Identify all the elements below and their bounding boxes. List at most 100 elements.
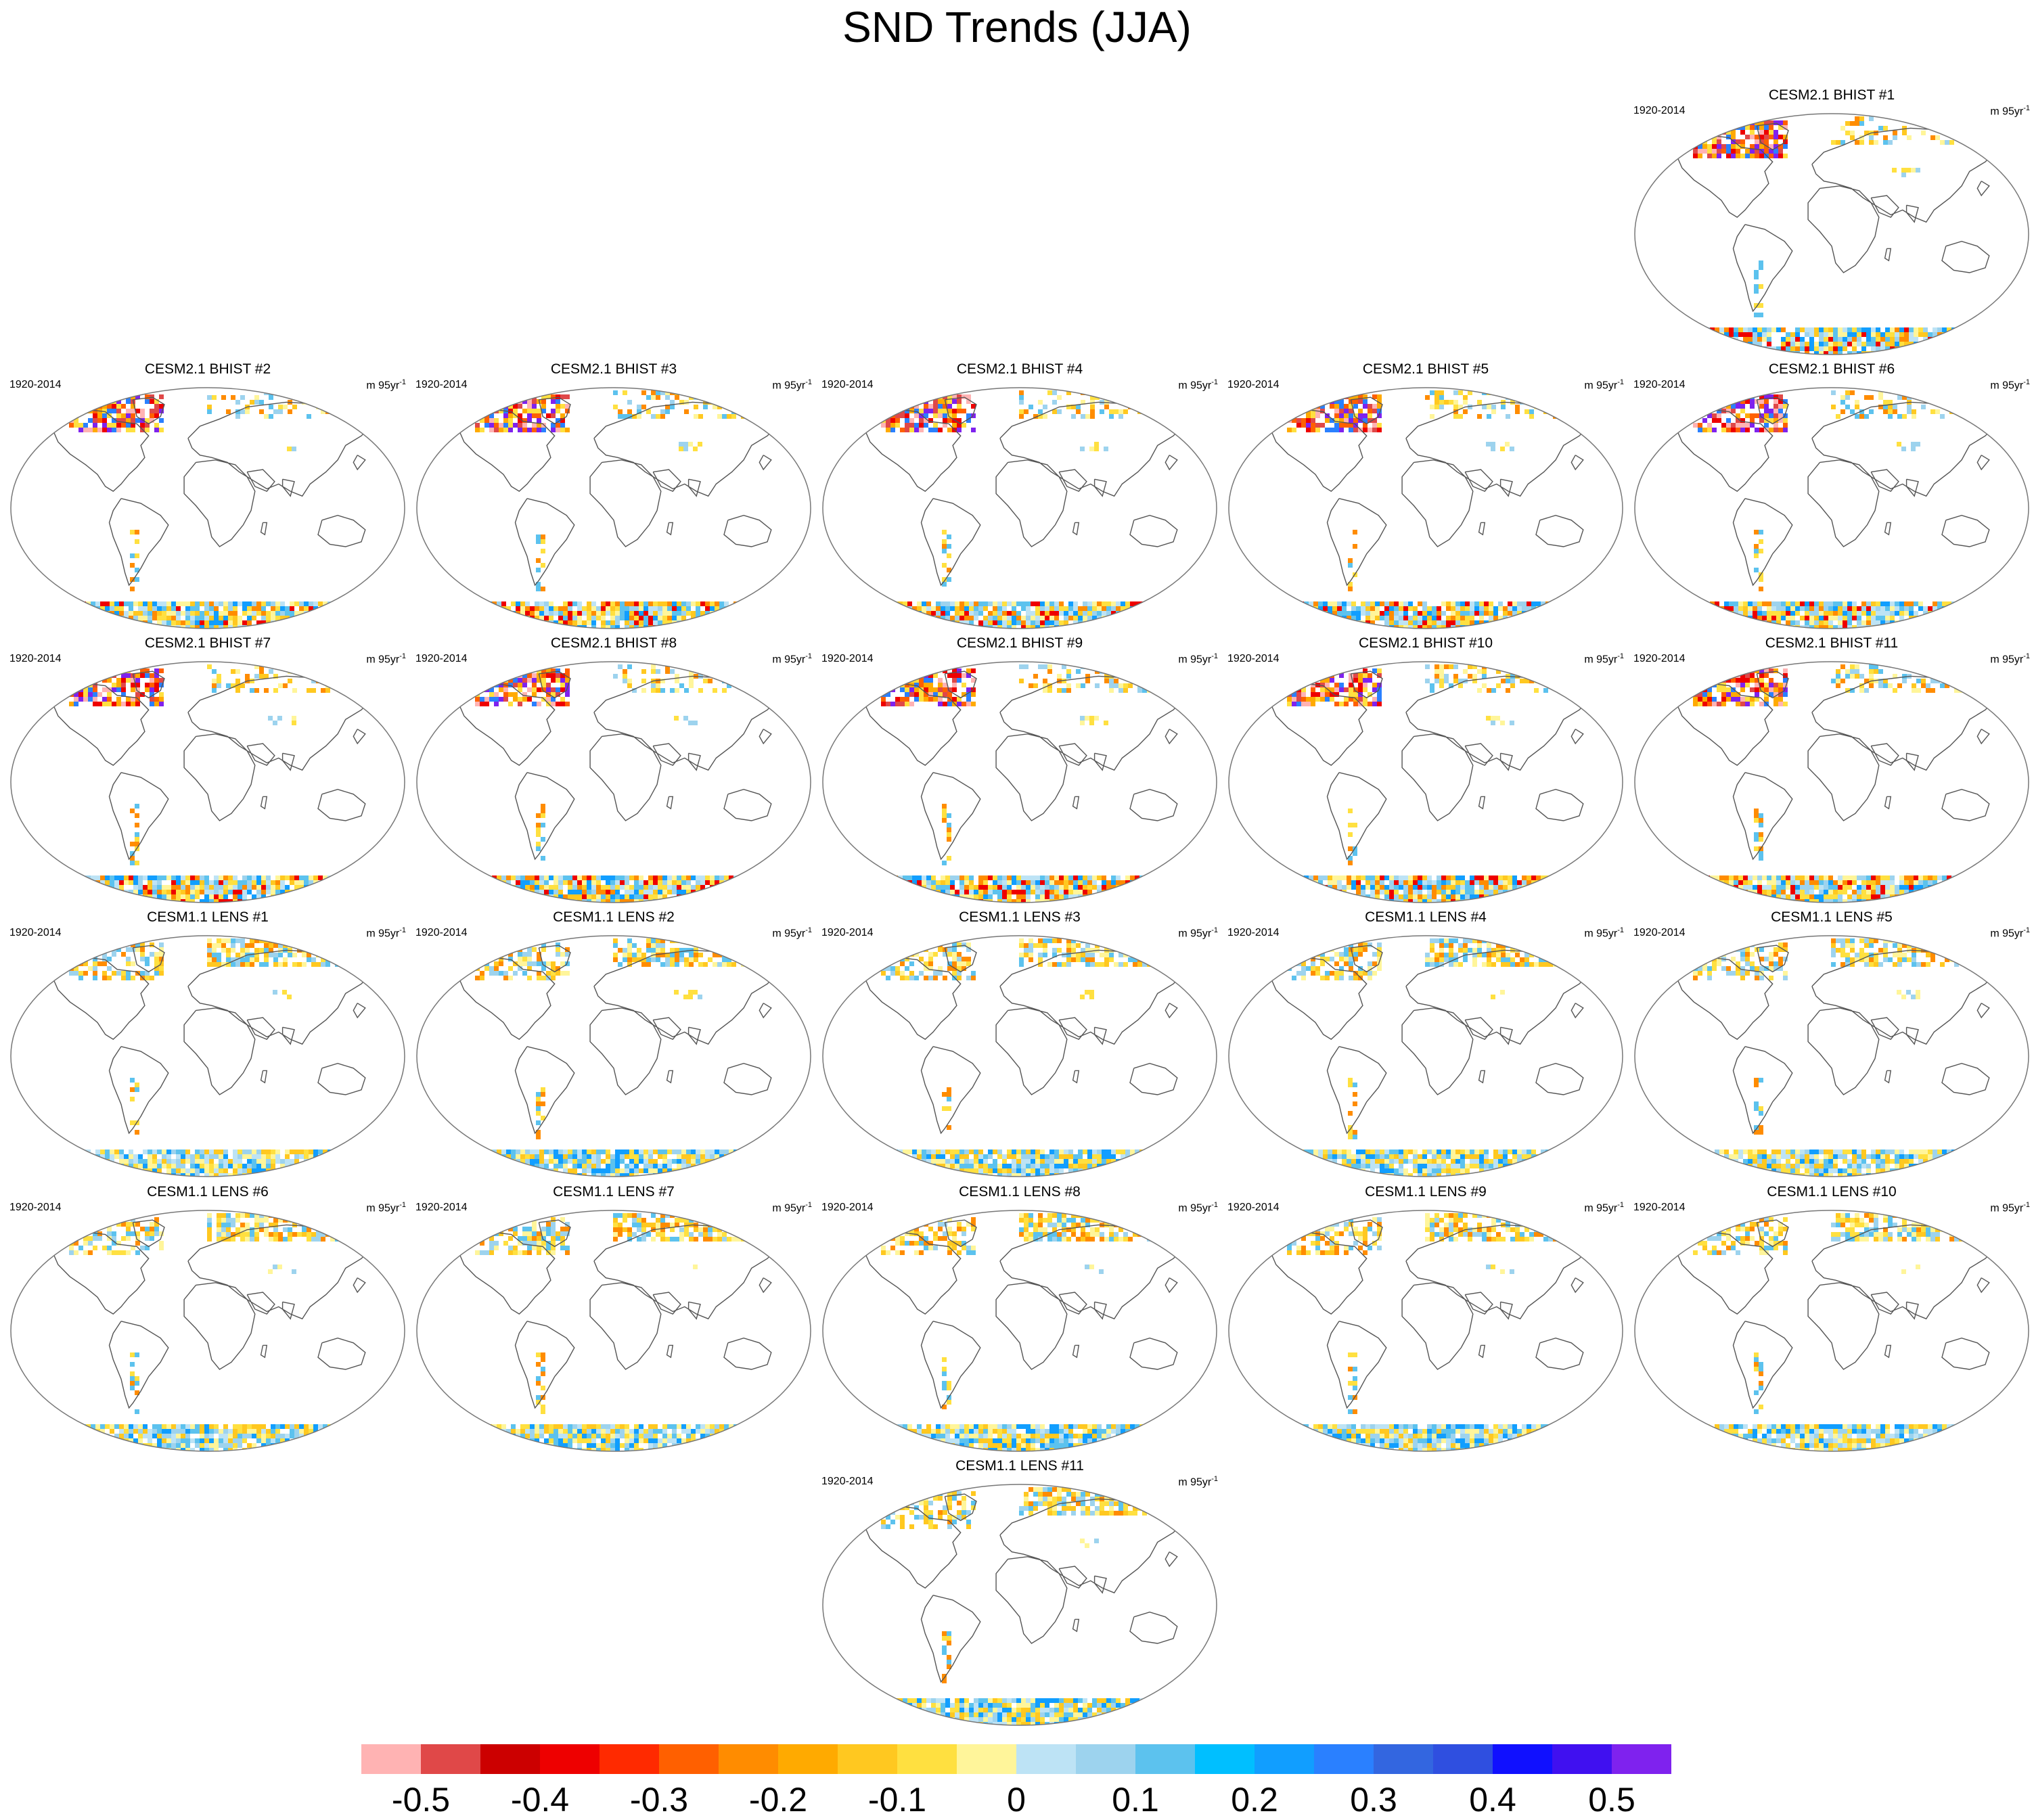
arctic-canada-snow-trend <box>881 942 976 980</box>
robinson-map <box>4 361 411 631</box>
robinson-map <box>410 909 817 1179</box>
plateau-snow-trend <box>679 442 702 451</box>
arctic-canada-snow-trend <box>69 942 164 980</box>
colorbar-swatch <box>838 1744 897 1774</box>
coastlines <box>851 1220 1185 1408</box>
robinson-map <box>1628 909 2034 1179</box>
plateau-snow-trend <box>1486 442 1514 451</box>
arctic-canada-snow-trend <box>69 394 164 432</box>
robinson-map <box>816 1183 1223 1454</box>
plateau-snow-trend <box>693 1265 698 1269</box>
plateau-snow-trend <box>273 990 292 999</box>
andes-snow-trend <box>536 1087 545 1139</box>
andes-snow-trend <box>942 1631 951 1683</box>
plateau-snow-trend <box>1486 1265 1514 1274</box>
colorbar-swatch <box>719 1744 778 1774</box>
arctic-canada-snow-trend <box>881 668 976 706</box>
colorbar-swatch <box>1493 1744 1552 1774</box>
plateau-snow-trend <box>674 990 702 999</box>
arctic-canada-snow-trend <box>881 394 976 432</box>
robinson-map <box>816 1457 1223 1728</box>
colorbar-swatch <box>1195 1744 1255 1774</box>
colorbar-swatch <box>1135 1744 1195 1774</box>
colorbar-tick-label: -0.4 <box>511 1779 569 1820</box>
coastlines <box>39 945 374 1133</box>
coastlines <box>1257 945 1591 1133</box>
plateau-snow-trend <box>1080 716 1108 725</box>
plateau-snow-trend <box>1901 1265 1920 1274</box>
robinson-map <box>816 909 1223 1179</box>
colorbar-tick-label: -0.2 <box>749 1779 807 1820</box>
plateau-snow-trend <box>1080 1539 1099 1548</box>
andes-snow-trend <box>942 1087 951 1130</box>
plateau-snow-trend <box>268 716 296 725</box>
robinson-map <box>410 361 817 631</box>
robinson-map <box>1222 361 1629 631</box>
robinson-map <box>1222 909 1629 1179</box>
colorbar-swatch <box>957 1744 1016 1774</box>
arctic-canada-snow-trend <box>1693 120 1788 158</box>
colorbar-swatch <box>1374 1744 1433 1774</box>
colorbar-swatch <box>361 1744 421 1774</box>
coastlines <box>851 397 1185 585</box>
arctic-canada-snow-trend <box>475 942 570 980</box>
colorbar-tick-label: 0 <box>1007 1779 1026 1820</box>
robinson-map <box>4 635 411 905</box>
arctic-canada-snow-trend <box>1693 668 1788 706</box>
colorbar-tick-label: 0.5 <box>1588 1779 1635 1820</box>
robinson-map <box>1222 1183 1629 1454</box>
colorbar-tick-label: -0.3 <box>630 1779 688 1820</box>
robinson-map <box>1222 635 1629 905</box>
colorbar-tick-label: -0.5 <box>392 1779 450 1820</box>
colorbar-swatch <box>1433 1744 1493 1774</box>
plateau-snow-trend <box>1897 990 1920 999</box>
colorbar-swatch <box>1612 1744 1671 1774</box>
colorbar <box>361 1744 1671 1774</box>
andes-snow-trend <box>942 1357 951 1409</box>
plateau-snow-trend <box>1080 442 1108 451</box>
figure-title: SND Trends (JJA) <box>0 0 2034 54</box>
arctic-canada-snow-trend <box>881 1491 976 1529</box>
colorbar-tick-label: 0.4 <box>1469 1779 1516 1820</box>
colorbar-swatch <box>1314 1744 1374 1774</box>
colorbar-tick-label: 0.3 <box>1350 1779 1397 1820</box>
arctic-canada-snow-trend <box>475 1217 570 1255</box>
colorbar-swatch <box>1255 1744 1314 1774</box>
coastlines <box>1663 945 1997 1133</box>
robinson-map <box>4 1183 411 1454</box>
plateau-snow-trend <box>287 447 296 451</box>
plateau-snow-trend <box>268 1265 296 1274</box>
coastlines <box>39 397 374 585</box>
arctic-canada-snow-trend <box>881 1217 976 1255</box>
plateau-snow-trend <box>1897 442 1920 451</box>
colorbar-swatch <box>778 1744 838 1774</box>
plateau-snow-trend <box>1486 716 1514 725</box>
arctic-canada-snow-trend <box>1693 1217 1788 1255</box>
colorbar-tick-label: 0.1 <box>1112 1779 1159 1820</box>
robinson-map <box>816 635 1223 905</box>
arctic-canada-snow-trend <box>1693 942 1788 980</box>
arctic-canada-snow-trend <box>1287 394 1382 432</box>
plateau-snow-trend <box>1491 990 1505 999</box>
arctic-canada-snow-trend <box>475 668 570 706</box>
robinson-map <box>410 635 817 905</box>
colorbar-swatch <box>421 1744 480 1774</box>
